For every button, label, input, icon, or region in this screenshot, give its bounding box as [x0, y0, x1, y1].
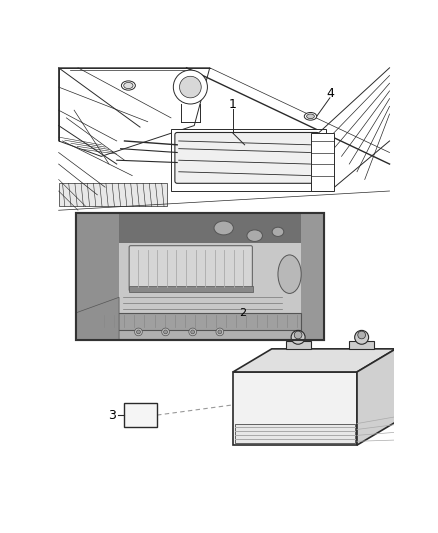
FancyBboxPatch shape: [129, 246, 252, 291]
Text: 3: 3: [108, 409, 116, 422]
Circle shape: [358, 331, 366, 339]
Polygon shape: [357, 349, 396, 445]
Polygon shape: [59, 68, 210, 156]
Bar: [311, 133, 334, 191]
Bar: [129, 286, 253, 292]
Bar: [59, 183, 167, 206]
Circle shape: [180, 76, 201, 98]
Circle shape: [189, 328, 197, 336]
Ellipse shape: [307, 114, 314, 119]
Circle shape: [191, 330, 194, 334]
Circle shape: [137, 330, 141, 334]
Circle shape: [291, 330, 305, 344]
Ellipse shape: [121, 81, 135, 90]
FancyBboxPatch shape: [175, 133, 319, 183]
Bar: [233, 372, 357, 445]
Ellipse shape: [124, 83, 133, 88]
Bar: [124, 403, 157, 427]
Circle shape: [162, 328, 170, 336]
Ellipse shape: [247, 230, 262, 241]
Ellipse shape: [278, 255, 301, 294]
Polygon shape: [233, 349, 396, 372]
Ellipse shape: [214, 221, 233, 235]
Bar: [235, 424, 356, 443]
Text: 2: 2: [240, 308, 247, 318]
Bar: [77, 213, 325, 244]
Circle shape: [294, 331, 302, 339]
Polygon shape: [286, 341, 311, 349]
Circle shape: [164, 330, 167, 334]
Polygon shape: [77, 297, 119, 340]
Bar: [77, 213, 325, 340]
Circle shape: [134, 328, 142, 336]
Bar: [119, 244, 301, 313]
Circle shape: [216, 328, 224, 336]
Bar: [77, 213, 325, 340]
Polygon shape: [349, 341, 374, 349]
Bar: [77, 213, 119, 340]
Bar: [100, 313, 301, 329]
Circle shape: [173, 70, 208, 104]
Ellipse shape: [272, 227, 284, 237]
Bar: [171, 130, 326, 191]
Circle shape: [355, 330, 369, 344]
Ellipse shape: [304, 112, 317, 120]
Text: 4: 4: [326, 87, 334, 100]
Text: 1: 1: [229, 98, 237, 110]
Bar: [301, 213, 325, 340]
Circle shape: [218, 330, 222, 334]
